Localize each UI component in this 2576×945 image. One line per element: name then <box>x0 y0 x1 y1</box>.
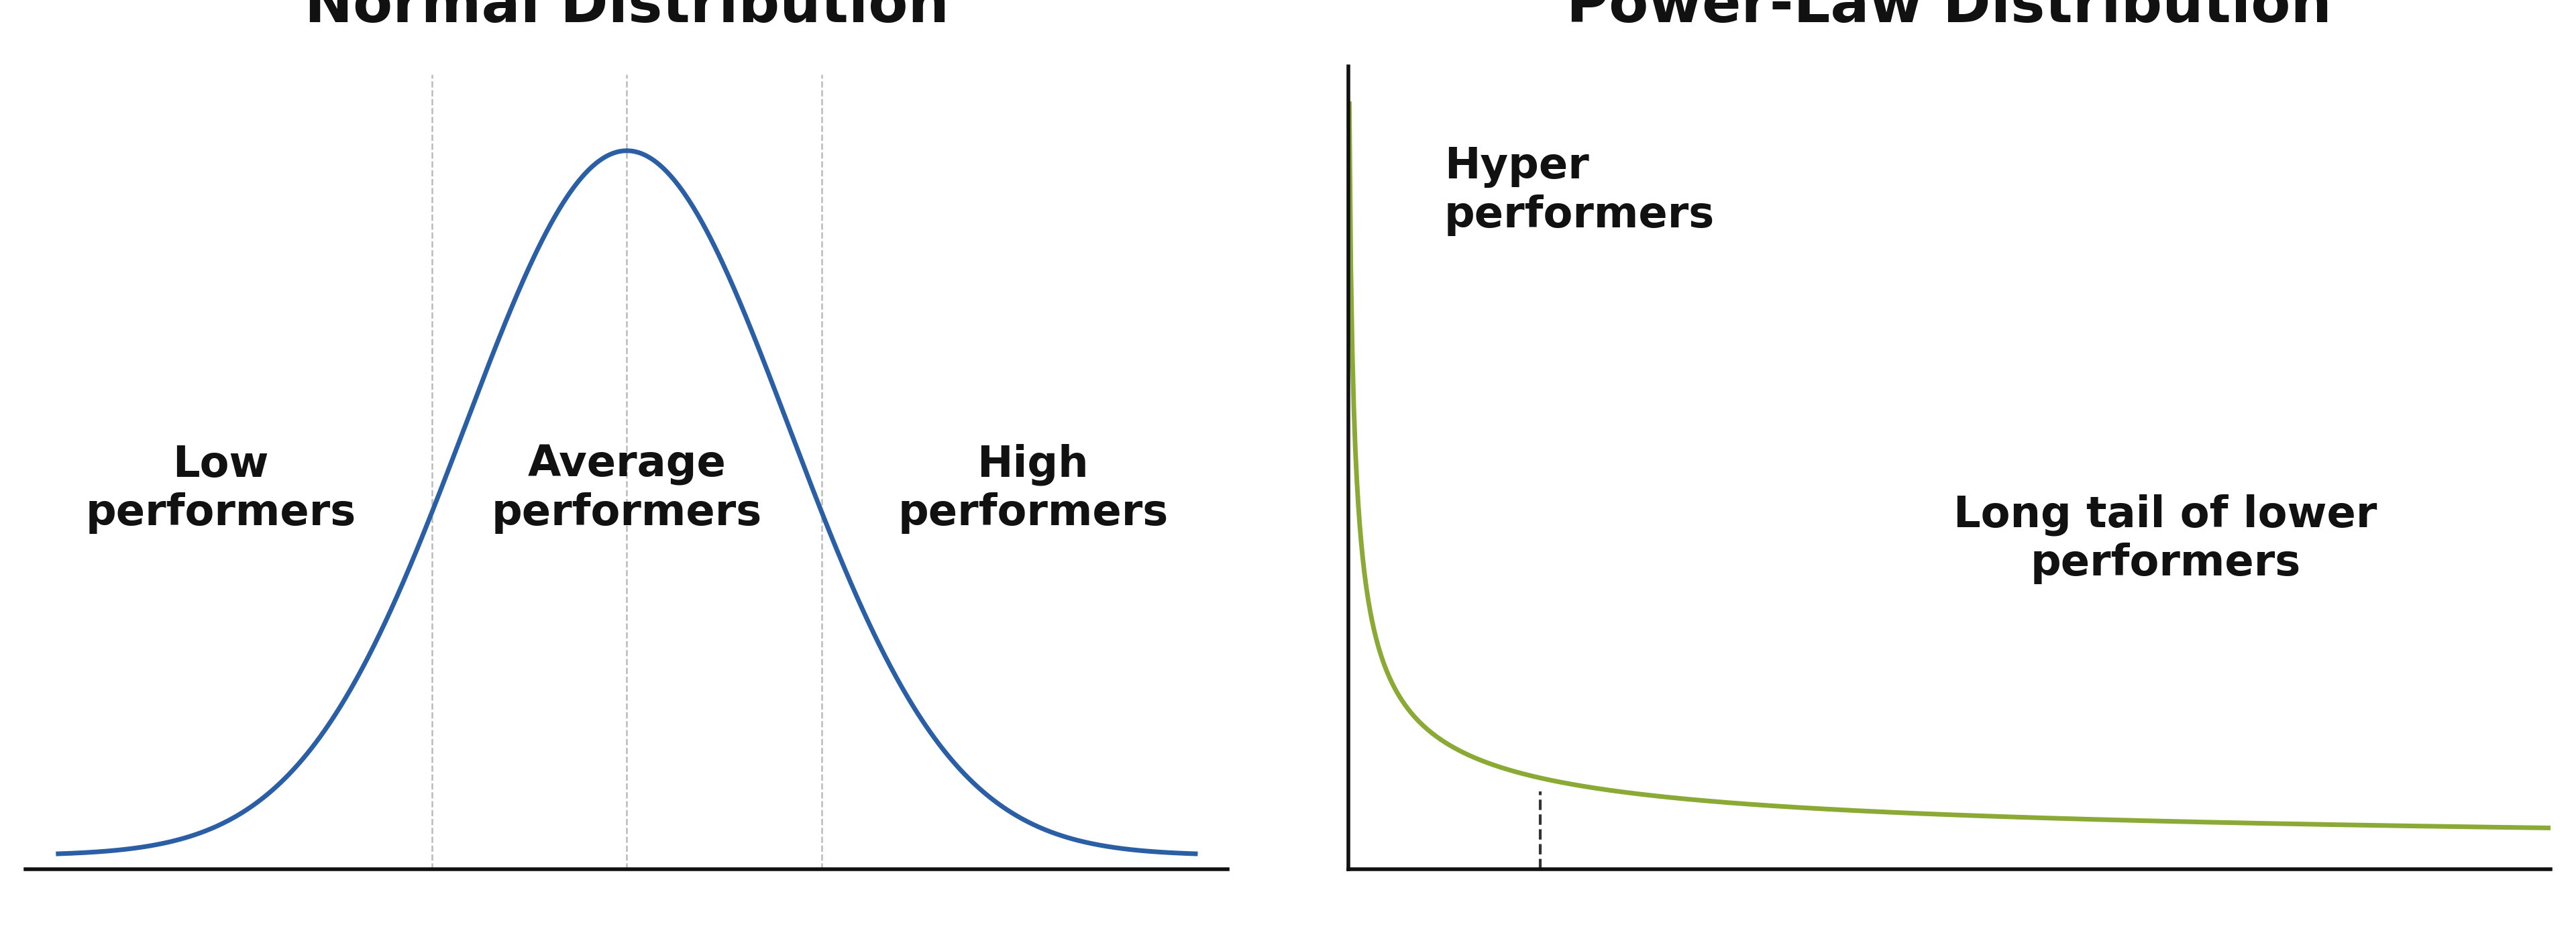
Text: High
performers: High performers <box>896 444 1167 534</box>
Text: Normal Distribution: Normal Distribution <box>304 0 948 34</box>
Text: Low
performers: Low performers <box>85 444 355 534</box>
Text: Hyper
performers: Hyper performers <box>1445 146 1716 236</box>
Text: Long tail of lower
performers: Long tail of lower performers <box>1953 494 2378 584</box>
Text: Power-Law Distribution: Power-Law Distribution <box>1566 0 2331 34</box>
Text: Average
performers: Average performers <box>492 444 762 534</box>
